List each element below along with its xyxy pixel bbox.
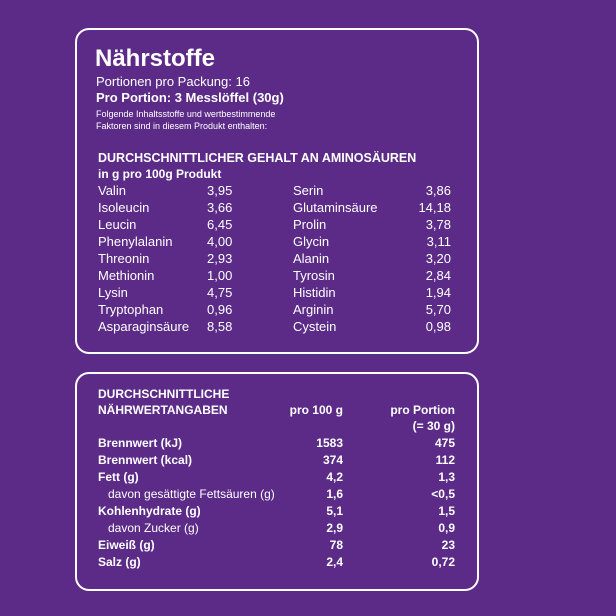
nutrient-portion: 0,72 <box>431 555 455 569</box>
nutrient-100g: 2,4 <box>326 555 343 569</box>
title: Nährstoffe <box>95 45 216 72</box>
amino-value: 8,58 <box>207 319 233 334</box>
amino-name: Alanin <box>293 251 330 266</box>
nutrient-100g: 78 <box>329 538 343 552</box>
nutrient-100g: 2,9 <box>326 521 343 535</box>
amino-name: Arginin <box>293 302 334 317</box>
nutrient-portion: 112 <box>435 453 455 467</box>
amino-name: Tryptophan <box>98 302 164 317</box>
note: Faktoren sind in diesem Produkt enthalte… <box>96 121 268 131</box>
amino-value: 0,98 <box>425 319 451 334</box>
section-title: DURCHSCHNITTLICHE <box>98 387 230 401</box>
nutrition-box <box>75 372 479 591</box>
section-title: DURCHSCHNITTLICHER GEHALT AN AMINOSÄUREN <box>98 151 417 165</box>
amino-name: Serin <box>293 183 324 198</box>
column-header: (= 30 g) <box>412 419 455 433</box>
nutrient-name: Eiweiß (g) <box>98 538 155 552</box>
amino-value: 3,11 <box>426 234 451 249</box>
amino-value: 14,18 <box>418 200 451 215</box>
amino-name: Asparaginsäure <box>98 319 190 334</box>
section-subtitle: in g pro 100g Produkt <box>98 167 222 181</box>
nutrient-name: Brennwert (kJ) <box>98 436 183 450</box>
nutrient-portion: 475 <box>434 436 455 450</box>
nutrient-portion: 1,5 <box>438 504 455 518</box>
nutrient-100g: 4,2 <box>326 470 343 484</box>
amino-value: 3,95 <box>207 183 233 198</box>
nutrient-name: davon Zucker (g) <box>108 521 199 535</box>
nutrient-name: Kohlenhydrate (g) <box>98 504 201 518</box>
amino-name: Phenylalanin <box>98 234 173 249</box>
column-header: pro Portion <box>390 403 455 417</box>
amino-name: Threonin <box>98 251 150 266</box>
nutrient-portion: <0,5 <box>431 487 455 501</box>
nutrient-100g: 5,1 <box>326 504 343 518</box>
amino-box <box>75 28 479 354</box>
nutrient-portion: 0,9 <box>438 521 455 535</box>
nutrient-portion: 1,3 <box>438 470 455 484</box>
amino-value: 3,78 <box>425 217 451 232</box>
nutrient-name: Brennwert (kcal) <box>98 453 193 467</box>
amino-value: 3,66 <box>207 200 233 215</box>
amino-value: 2,93 <box>207 251 233 266</box>
amino-name: Histidin <box>293 285 336 300</box>
nutrient-100g: 1583 <box>316 436 343 450</box>
amino-value: 2,84 <box>425 268 451 283</box>
nutrient-name: Salz (g) <box>98 555 141 569</box>
amino-value: 0,96 <box>207 302 233 317</box>
note: Folgende Inhaltsstoffe und wertbestimmen… <box>96 109 276 119</box>
amino-name: Valin <box>98 183 126 198</box>
amino-value: 4,75 <box>207 285 233 300</box>
nutrient-name: davon gesättigte Fettsäuren (g) <box>108 487 275 501</box>
amino-value: 6,45 <box>207 217 233 232</box>
amino-name: Leucin <box>98 217 137 232</box>
amino-value: 3,20 <box>425 251 451 266</box>
amino-name: Lysin <box>98 285 128 300</box>
amino-value: 1,00 <box>207 268 233 283</box>
amino-name: Prolin <box>293 217 327 232</box>
amino-name: Methionin <box>98 268 155 283</box>
servings: Portionen pro Packung: 16 <box>96 74 250 89</box>
amino-name: Tyrosin <box>293 268 335 283</box>
nutrient-name: Fett (g) <box>98 470 139 484</box>
nutrient-100g: 374 <box>322 453 343 467</box>
amino-value: 1,94 <box>425 285 451 300</box>
portion: Pro Portion: 3 Messlöffel (30g) <box>96 90 284 105</box>
amino-value: 4,00 <box>207 234 233 249</box>
nutrient-100g: 1,6 <box>326 487 343 501</box>
amino-value: 3,86 <box>425 183 451 198</box>
nutrient-portion: 23 <box>441 538 455 552</box>
amino-name: Cystein <box>293 319 337 334</box>
amino-name: Isoleucin <box>98 200 150 215</box>
column-header: pro 100 g <box>289 403 343 417</box>
section-title: NÄHRWERTANGABEN <box>98 403 228 417</box>
amino-name: Glycin <box>293 234 330 249</box>
amino-name: Glutaminsäure <box>293 200 378 215</box>
amino-value: 5,70 <box>425 302 451 317</box>
